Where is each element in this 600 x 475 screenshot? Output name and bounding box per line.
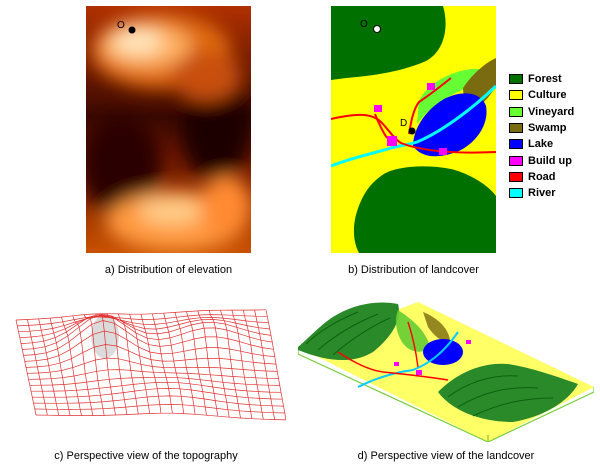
topography-wireframe [15, 309, 286, 421]
legend-item: Swamp [509, 120, 574, 136]
landcover-map-graphic [331, 6, 496, 253]
legend-label: Culture [528, 89, 567, 102]
wireframe-line [83, 314, 105, 416]
wireframe-mesh [15, 309, 286, 421]
wireframe-line [38, 318, 60, 416]
legend-item: Build up [509, 152, 574, 168]
wireframe-line [117, 313, 139, 415]
legend-item: Forest [509, 71, 574, 87]
wireframe-line [208, 310, 230, 418]
legend-swatch [509, 90, 523, 101]
wireframe-line [163, 313, 185, 414]
legend-swatch [509, 123, 523, 134]
legend-label: Forest [528, 73, 562, 86]
legend-swatch [509, 106, 523, 117]
wireframe-line [197, 310, 219, 417]
wireframe-line [140, 314, 162, 414]
topography-perspective [6, 292, 286, 442]
landcover-map: O D [331, 6, 496, 253]
elevation-map-graphic [86, 6, 251, 253]
wireframe-line [254, 309, 275, 420]
wireframe-line [174, 312, 196, 415]
legend-swatch [509, 139, 523, 150]
legend-label: Lake [528, 138, 554, 151]
wireframe-line [152, 313, 173, 414]
wireframe-line [129, 314, 150, 414]
wireframe-line [231, 310, 253, 419]
origin-label-a: O [117, 20, 125, 31]
legend-swatch [509, 171, 523, 182]
caption-c: c) Perspective view of the topography [54, 450, 238, 462]
legend-label: Swamp [528, 122, 567, 135]
legend-item: Road [509, 169, 574, 185]
wireframe-line [242, 310, 264, 420]
wireframe-line [15, 319, 37, 416]
caption-a: a) Distribution of elevation [104, 264, 233, 276]
legend-swatch [509, 74, 523, 85]
wireframe-line [27, 319, 48, 416]
landcover-perspective [298, 292, 594, 442]
wireframe-line [265, 309, 286, 420]
wireframe-line [95, 313, 116, 416]
elevation-map: O [86, 6, 251, 253]
legend-swatch [509, 155, 523, 166]
wireframe-line [35, 412, 286, 421]
caption-b: b) Distribution of landcover [348, 264, 479, 276]
legend-item: River [509, 185, 574, 201]
legend-label: River [528, 187, 556, 200]
wireframe-line [25, 344, 277, 368]
legend-label: Road [528, 170, 556, 183]
wireframe-line [72, 315, 94, 416]
legend-label: Vineyard [528, 105, 575, 118]
caption-d: d) Perspective view of the landcover [357, 450, 535, 462]
destination-point [408, 127, 416, 135]
legend-item: Culture [509, 87, 574, 103]
wireframe-line [49, 318, 71, 416]
origin-point [128, 26, 136, 34]
destination-label: D [400, 118, 408, 129]
legend-item: Vineyard [509, 104, 574, 120]
landcover-legend: Forest Culture Vineyard Swamp Lake Build up Ro… [509, 71, 574, 201]
landcover-3d-graphic [298, 302, 594, 442]
origin-label-b: O [360, 19, 368, 30]
origin-point-b [373, 25, 381, 33]
legend-item: Lake [509, 136, 574, 152]
legend-label: Build up [528, 154, 572, 167]
wireframe-line [220, 310, 241, 419]
wireframe-line [186, 311, 207, 416]
legend-swatch [509, 188, 523, 199]
wireframe-line [61, 317, 82, 416]
wireframe-line [106, 313, 128, 415]
